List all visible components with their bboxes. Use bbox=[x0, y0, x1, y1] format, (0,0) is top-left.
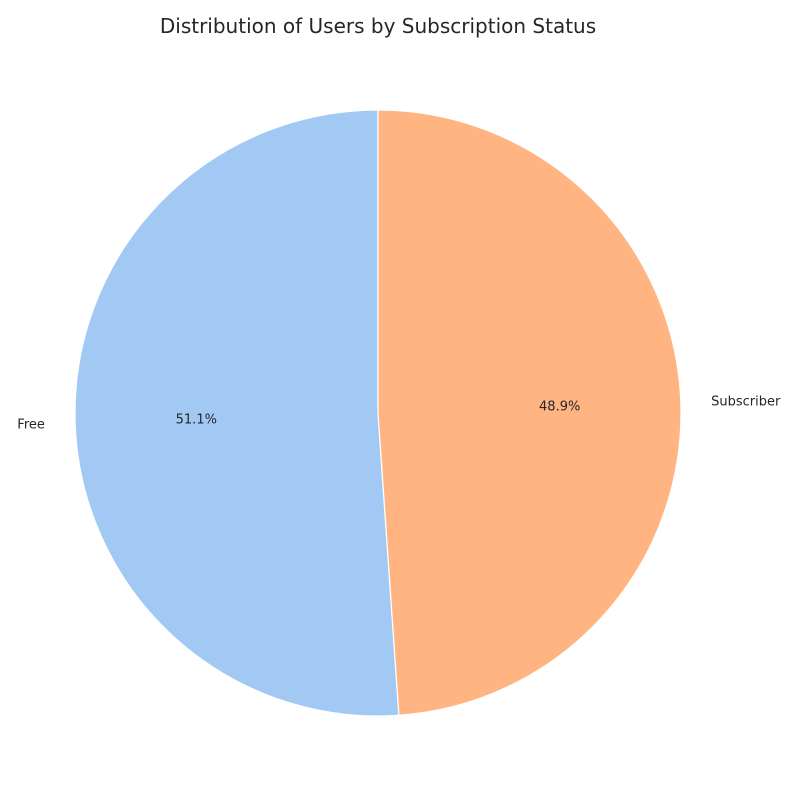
slice-percent-free: 51.1% bbox=[176, 412, 217, 427]
slice-percent-subscriber: 48.9% bbox=[539, 400, 580, 415]
pie-slices bbox=[74, 109, 682, 717]
slice-label-free: Free bbox=[17, 418, 45, 433]
pie-labels: Free 51.1% Subscriber 48.9% bbox=[17, 394, 781, 432]
pie-slice-free bbox=[74, 109, 400, 717]
pie-slice-subscriber bbox=[377, 109, 682, 716]
slice-label-subscriber: Subscriber bbox=[711, 394, 781, 409]
chart-title: Distribution of Users by Subscription St… bbox=[160, 14, 596, 38]
